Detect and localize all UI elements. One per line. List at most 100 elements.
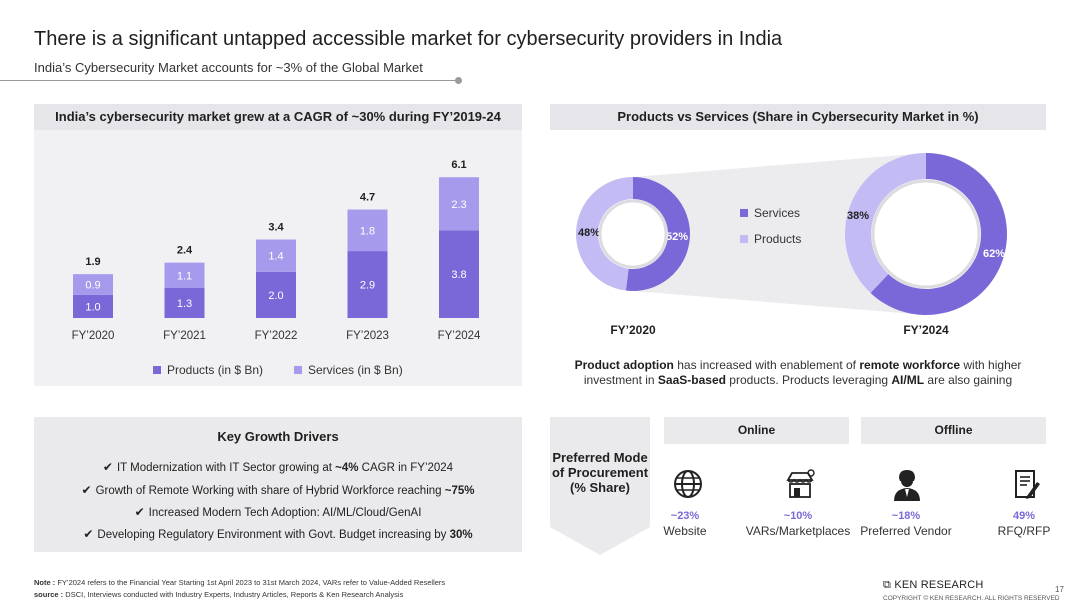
note-text-3: products. Products leveraging: [725, 373, 892, 387]
bar-total-label: 4.7: [360, 192, 375, 204]
donut-value-label: 38%: [847, 210, 869, 222]
bar-products: [73, 294, 113, 318]
x-tick-label: FY’2021: [163, 330, 206, 342]
x-tick-label: FY’2022: [255, 330, 298, 342]
donut-legend-swatch: [740, 235, 748, 243]
website-label: Website: [663, 524, 707, 538]
donut-charts: 52% 48% FY’2020 62% 38% FY’2024 Services Produc…: [575, 153, 1007, 337]
bar-total-label: 2.4: [177, 245, 193, 257]
brand-logo-icon: ⧉: [883, 579, 895, 591]
donut-slice-products: [575, 177, 633, 291]
note-bold-3: SaaS-based: [657, 373, 726, 387]
donut-slice-products: [845, 153, 926, 294]
x-tick-label: FY’2023: [346, 330, 389, 342]
donut-panel-heading: Products vs Services (Share in Cybersecu…: [550, 104, 1046, 130]
bar-services: [164, 262, 205, 288]
document-icon: [1015, 470, 1040, 499]
bar-services-label: 1.8: [360, 225, 375, 237]
donut-legend-label: Services: [754, 206, 800, 220]
x-tick-label: FY’2020: [72, 330, 115, 342]
vars-pct: ~10%: [783, 510, 813, 522]
store-icon: [786, 469, 815, 498]
note-bold-1: Product adoption: [574, 358, 674, 372]
donut-legend-swatch: [740, 209, 748, 217]
bar-total-label: 1.9: [85, 256, 100, 268]
vendor-icon: [894, 470, 920, 501]
driver-item: ✔ IT Modernization with IT Sector growing…: [102, 460, 454, 474]
growth-drivers-title: Key Growth Drivers: [217, 429, 339, 444]
legend-products: Products (in $ Bn): [153, 363, 263, 377]
note-text-1: has increased with enablement of: [673, 358, 860, 372]
vendor-label: Preferred Vendor: [860, 524, 952, 538]
bar-chart: 1.0 0.9 1.9 FY’2020 1.3 1.1 2.4 FY’2021 2.0 1.4 3.…: [72, 159, 481, 342]
vendor-pct: ~18%: [891, 510, 921, 522]
note-text-2: with higher investment in: [583, 358, 1022, 387]
bar-products-label: 1.0: [85, 301, 100, 313]
bar-products-label: 3.8: [451, 269, 466, 281]
check-icon: ✔: [83, 527, 94, 541]
page-title: There is a significant untapped accessib…: [34, 28, 783, 50]
page-subtitle: India’s Cybersecurity Market accounts fo…: [34, 60, 423, 75]
product-adoption-note: Product adoption has increased with enab…: [550, 358, 1046, 388]
bar-total-label: 3.4: [268, 222, 284, 234]
driver-item: ✔ Developing Regulatory Environment with …: [83, 527, 473, 541]
donut-connector: [633, 153, 926, 315]
bar-products: [439, 230, 479, 318]
vars-label: VARs/Marketplaces: [745, 524, 851, 538]
growth-drivers-panel: Key Growth Drivers ✔ IT Modernization wit…: [34, 417, 522, 552]
check-icon: ✔: [134, 505, 145, 519]
bar-services: [347, 209, 388, 252]
bar-services: [439, 177, 479, 231]
procurement-label: Preferred Mode of Procurement (% Share): [551, 450, 649, 495]
bar-products-label: 2.9: [360, 280, 375, 292]
note-bold-2: remote workforce: [859, 358, 961, 372]
note-text-4: are also gaining: [924, 373, 1013, 387]
bar-products-label: 2.0: [268, 290, 283, 302]
copyright: COPYRIGHT © KEN RESEARCH. ALL RIGHTS RES…: [883, 595, 1060, 602]
check-icon: ✔: [102, 460, 113, 474]
donut-hole: [598, 199, 668, 269]
donut-slice-services: [870, 153, 1007, 315]
bar-products: [256, 271, 296, 318]
bar-panel-heading: India’s cybersecurity market grew at a C…: [34, 104, 522, 130]
online-header: Online: [664, 417, 849, 444]
website-pct: ~23%: [670, 510, 700, 522]
page-number: 17: [1055, 585, 1064, 594]
donut-year-label: FY’2020: [610, 323, 656, 337]
globe-icon: [674, 470, 702, 498]
bar-services-label: 1.4: [268, 251, 283, 263]
legend-products-label: Products (in $ Bn): [167, 363, 264, 377]
bar-products: [347, 251, 388, 318]
brand-logo: ⧉ KEN RESEARCH: [883, 579, 984, 591]
rfq-label: RFQ/RFP: [997, 524, 1051, 538]
legend-products-swatch: [153, 366, 161, 374]
legend-services: Services (in $ Bn): [294, 363, 403, 377]
source-note: source : DSCI, Interviews conducted with…: [34, 590, 404, 599]
driver-item: ✔ Increased Modern Tech Adoption: AI/ML/C…: [134, 505, 422, 519]
check-icon: ✔: [81, 483, 92, 497]
donut-hole: [871, 179, 981, 289]
procurement-arrow-box: [550, 417, 650, 555]
donut-slice-services: [625, 177, 690, 291]
bar-services: [73, 274, 113, 295]
driver-item: ✔ Growth of Remote Working with share of …: [81, 483, 475, 497]
donut-value-label: 62%: [983, 248, 1005, 260]
note-bold-4: AI/ML: [891, 373, 925, 387]
bar-products: [164, 288, 205, 318]
donut-value-label: 52%: [666, 231, 688, 243]
rfq-pct: 49%: [1012, 510, 1036, 522]
legend-services-swatch: [294, 366, 302, 374]
footnote: Note : FY’2024 refers to the Financial Y…: [34, 578, 446, 587]
donut-value-label: 48%: [578, 227, 600, 239]
subtitle-rule: [0, 80, 460, 81]
bar-total-label: 6.1: [451, 159, 466, 171]
legend-services-label: Services (in $ Bn): [308, 363, 403, 377]
bar-services-label: 2.3: [451, 199, 466, 211]
donut-legend-label: Products: [754, 232, 801, 246]
bar-services-label: 0.9: [85, 280, 100, 292]
donut-year-label: FY’2024: [903, 323, 949, 337]
bar-products-label: 1.3: [177, 298, 192, 310]
offline-header: Offline: [861, 417, 1046, 444]
bar-services-label: 1.1: [177, 270, 192, 282]
x-tick-label: FY’2024: [438, 330, 481, 342]
